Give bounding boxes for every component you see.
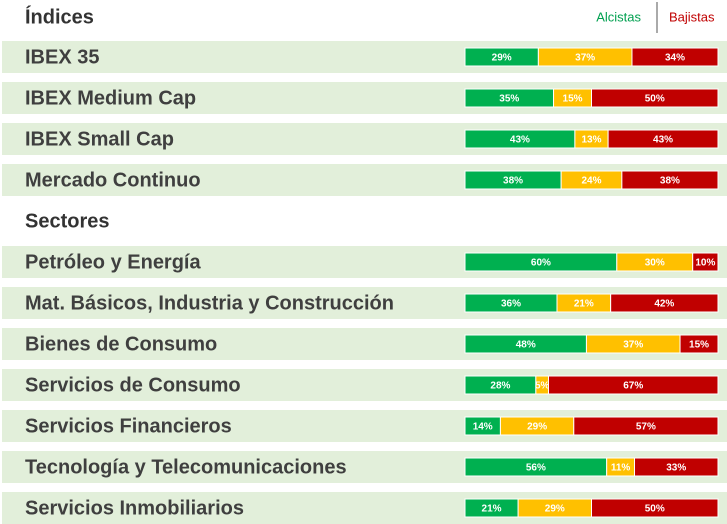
value-label: 28% — [490, 381, 510, 392]
value-label: 35% — [499, 94, 519, 105]
value-label: 34% — [665, 53, 685, 64]
row-label: Servicios Financieros — [25, 415, 232, 437]
value-label: 21% — [482, 504, 502, 515]
row-label: Servicios de Consumo — [25, 374, 241, 396]
value-label: 37% — [623, 340, 643, 351]
row-label: Mercado Continuo — [25, 169, 201, 191]
value-label: 15% — [563, 94, 583, 105]
bar-segment — [547, 375, 719, 395]
value-label: 10% — [695, 258, 715, 269]
bar-segment — [631, 47, 719, 67]
value-label: 36% — [501, 299, 521, 310]
value-label: 48% — [516, 340, 536, 351]
section-title: Sectores — [25, 210, 110, 232]
value-label: 24% — [581, 176, 601, 187]
legend-label: Alcistas — [596, 9, 641, 24]
value-label: 37% — [575, 53, 595, 64]
row-label: Petróleo y Energía — [25, 251, 201, 273]
value-label: 29% — [545, 504, 565, 515]
row-label: IBEX Medium Cap — [25, 87, 196, 109]
value-label: 50% — [645, 94, 665, 105]
value-label: 33% — [666, 463, 686, 474]
bar-segment — [607, 129, 719, 149]
value-label: 38% — [660, 176, 680, 187]
value-label: 5% — [535, 381, 550, 392]
row-label: Bienes de Consumo — [25, 333, 217, 355]
bar-segment — [591, 88, 719, 108]
section-title: Índices — [25, 5, 94, 28]
bar-segment — [634, 457, 719, 477]
row-label: IBEX 35 — [25, 46, 99, 68]
value-label: 21% — [574, 299, 594, 310]
value-label: 43% — [653, 135, 673, 146]
value-label: 29% — [492, 53, 512, 64]
value-label: 13% — [581, 135, 601, 146]
value-label: 29% — [527, 422, 547, 433]
legend-label: Bajistas — [669, 9, 715, 24]
bar-segment — [679, 334, 719, 354]
value-label: 38% — [503, 176, 523, 187]
value-label: 57% — [636, 422, 656, 433]
bar-segment — [573, 416, 719, 436]
row-label: Tecnología y Telecomunicaciones — [25, 456, 347, 478]
bar-segment — [692, 252, 719, 272]
value-label: 14% — [473, 422, 493, 433]
value-label: 67% — [623, 381, 643, 392]
value-label: 56% — [526, 463, 546, 474]
row-label: Mat. Básicos, Industria y Construcción — [25, 292, 394, 314]
value-label: 30% — [645, 258, 665, 269]
value-label: 50% — [645, 504, 665, 515]
value-label: 11% — [611, 463, 631, 474]
row-label: IBEX Small Cap — [25, 128, 174, 150]
value-label: 42% — [654, 299, 674, 310]
row-label: Servicios Inmobiliarios — [25, 497, 244, 519]
bar-segment — [610, 293, 719, 313]
value-label: 15% — [689, 340, 709, 351]
value-label: 43% — [510, 135, 530, 146]
bar-segment — [591, 498, 719, 518]
value-label: 60% — [531, 258, 551, 269]
bar-segment — [621, 170, 719, 190]
